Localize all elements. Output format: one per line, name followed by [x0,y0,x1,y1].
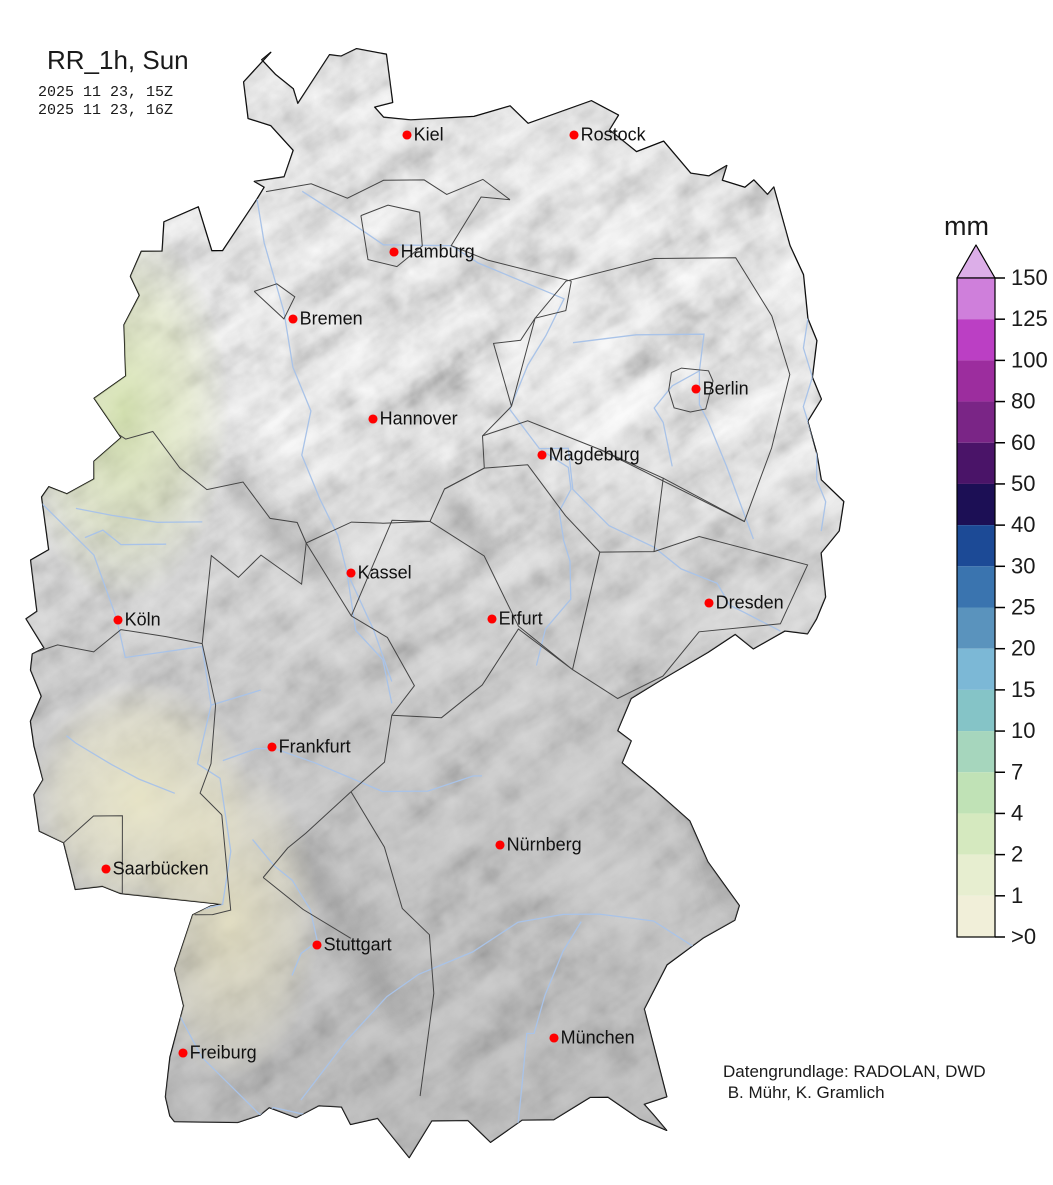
svg-text:Dresden: Dresden [716,593,784,613]
svg-text:Saarbücken: Saarbücken [113,859,209,879]
svg-text:Bremen: Bremen [300,309,363,329]
svg-text:Stuttgart: Stuttgart [324,935,392,955]
svg-text:Erfurt: Erfurt [499,609,543,629]
svg-text:Hannover: Hannover [380,409,458,429]
svg-text:Magdeburg: Magdeburg [549,445,640,465]
svg-text:Berlin: Berlin [703,379,749,399]
svg-text:München: München [561,1028,635,1048]
svg-text:Köln: Köln [125,610,161,630]
svg-text:Nürnberg: Nürnberg [507,835,582,855]
svg-text:Freiburg: Freiburg [190,1043,257,1063]
svg-text:Kiel: Kiel [414,125,444,145]
svg-text:Kassel: Kassel [358,563,412,583]
svg-text:Rostock: Rostock [581,125,647,145]
svg-text:Hamburg: Hamburg [401,242,475,262]
svg-text:Frankfurt: Frankfurt [279,737,351,757]
